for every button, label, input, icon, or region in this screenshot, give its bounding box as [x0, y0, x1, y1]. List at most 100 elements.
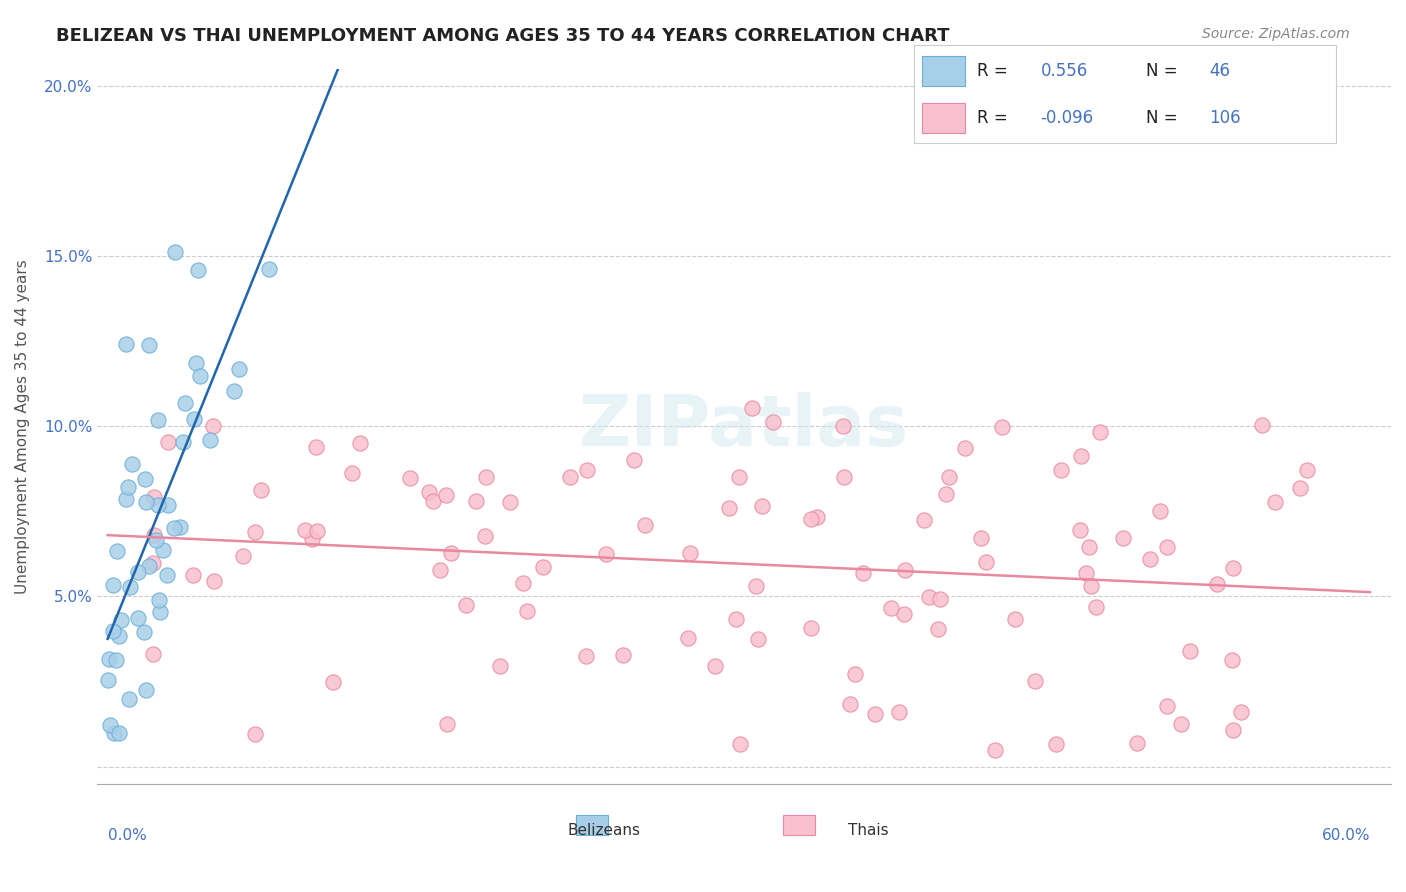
Point: [887, 705, 910, 719]
Point: [751, 500, 773, 514]
Point: [575, 648, 598, 663]
Point: [1069, 523, 1091, 537]
Point: [832, 470, 855, 484]
Point: [1078, 540, 1101, 554]
Point: [893, 563, 915, 577]
Point: [146, 498, 169, 512]
Point: [152, 542, 174, 557]
Point: [1295, 463, 1317, 477]
Point: [305, 524, 328, 539]
Point: [1045, 738, 1067, 752]
Point: [142, 647, 165, 661]
Point: [101, 624, 124, 639]
Point: [831, 419, 853, 434]
Point: [531, 559, 554, 574]
Point: [1205, 577, 1227, 591]
Text: ZIPatlas: ZIPatlas: [579, 392, 910, 460]
Point: [718, 500, 741, 515]
Point: [745, 579, 768, 593]
Point: [488, 658, 510, 673]
Point: [187, 263, 209, 277]
Point: [970, 531, 993, 545]
Point: [121, 458, 143, 472]
Text: N =: N =: [1146, 62, 1177, 80]
Point: [839, 698, 862, 712]
Point: [1080, 579, 1102, 593]
Point: [138, 337, 160, 351]
Point: [222, 384, 245, 398]
Point: [1085, 600, 1108, 615]
Text: 60.0%: 60.0%: [1322, 828, 1369, 843]
Point: [228, 362, 250, 376]
Point: [499, 494, 522, 508]
Point: [157, 434, 180, 449]
Point: [1139, 552, 1161, 566]
Point: [741, 401, 763, 415]
Point: [800, 512, 823, 526]
Point: [138, 558, 160, 573]
Point: [1076, 566, 1098, 581]
Point: [1222, 561, 1244, 575]
Point: [157, 498, 180, 512]
Point: [1180, 643, 1202, 657]
Point: [114, 491, 136, 506]
Point: [145, 533, 167, 547]
Point: [516, 604, 538, 618]
Text: -0.096: -0.096: [1040, 109, 1094, 128]
Text: N =: N =: [1146, 109, 1177, 128]
Point: [1050, 463, 1073, 477]
Point: [135, 494, 157, 508]
Point: [190, 368, 212, 383]
Point: [118, 691, 141, 706]
Point: [475, 470, 498, 484]
Point: [141, 556, 163, 570]
Point: [148, 412, 170, 426]
Point: [98, 718, 121, 732]
Point: [149, 605, 172, 619]
Point: [465, 493, 488, 508]
Point: [127, 611, 149, 625]
Point: [918, 590, 941, 604]
Point: [1156, 698, 1178, 713]
Point: [634, 517, 657, 532]
Point: [418, 484, 440, 499]
Point: [1264, 495, 1286, 509]
Point: [305, 441, 328, 455]
Point: [103, 725, 125, 739]
Point: [183, 412, 205, 426]
Point: [97, 652, 120, 666]
Point: [1170, 717, 1192, 731]
Point: [110, 613, 132, 627]
Point: [1156, 540, 1178, 554]
Point: [174, 395, 197, 409]
Text: Thais: Thais: [848, 823, 889, 838]
Point: [938, 470, 960, 484]
Point: [800, 621, 823, 635]
Point: [120, 580, 142, 594]
Point: [398, 471, 420, 485]
Point: [1088, 425, 1111, 440]
Point: [1024, 674, 1046, 689]
Point: [434, 488, 457, 502]
Point: [134, 682, 156, 697]
Point: [429, 564, 451, 578]
Point: [201, 419, 224, 434]
Point: [134, 472, 156, 486]
Point: [512, 575, 534, 590]
Point: [474, 529, 496, 543]
Y-axis label: Unemployment Among Ages 35 to 44 years: Unemployment Among Ages 35 to 44 years: [15, 259, 30, 593]
Point: [880, 600, 903, 615]
Point: [1222, 723, 1244, 737]
Point: [974, 555, 997, 569]
Point: [156, 568, 179, 582]
Point: [456, 599, 478, 613]
Point: [1004, 612, 1026, 626]
Point: [105, 543, 128, 558]
FancyBboxPatch shape: [922, 103, 965, 133]
Point: [1126, 736, 1149, 750]
Point: [678, 546, 700, 560]
Point: [181, 567, 204, 582]
Point: [245, 524, 267, 539]
Point: [1149, 504, 1171, 518]
Point: [301, 533, 323, 547]
